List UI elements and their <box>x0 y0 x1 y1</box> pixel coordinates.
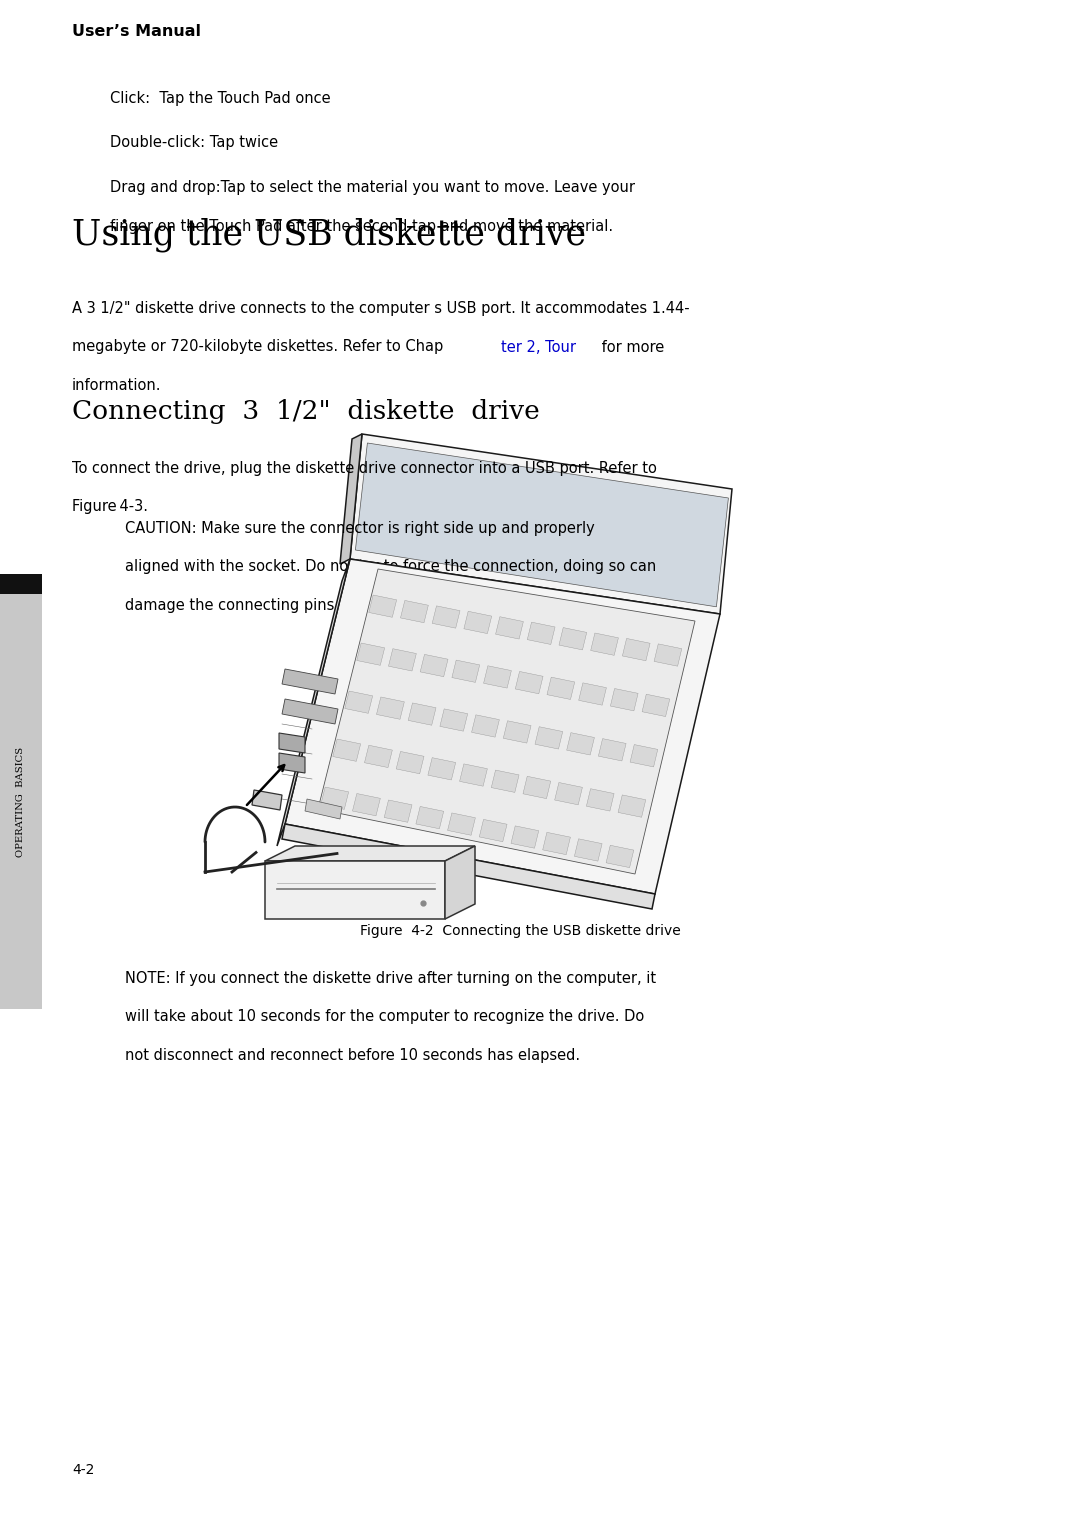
Polygon shape <box>491 771 519 792</box>
Polygon shape <box>445 846 475 919</box>
Text: Drag and drop:Tap to select the material you want to move. Leave your: Drag and drop:Tap to select the material… <box>110 180 635 196</box>
Polygon shape <box>542 832 570 855</box>
Polygon shape <box>480 820 507 842</box>
Polygon shape <box>496 616 524 639</box>
Polygon shape <box>503 720 531 743</box>
Polygon shape <box>622 639 650 661</box>
Polygon shape <box>472 716 499 737</box>
Polygon shape <box>555 783 582 804</box>
Polygon shape <box>618 795 646 818</box>
Polygon shape <box>408 703 436 725</box>
Text: megabyte or 720-kilobyte diskettes. Refer to Chap: megabyte or 720-kilobyte diskettes. Refe… <box>72 339 443 355</box>
Text: Figure  4-2  Connecting the USB diskette drive: Figure 4-2 Connecting the USB diskette d… <box>360 924 680 937</box>
Text: CAUTION: Make sure the connector is right side up and properly: CAUTION: Make sure the connector is righ… <box>125 521 595 537</box>
Polygon shape <box>606 846 634 867</box>
Text: ter 2, Tour: ter 2, Tour <box>501 339 576 355</box>
Polygon shape <box>523 777 551 798</box>
Polygon shape <box>279 752 305 774</box>
Polygon shape <box>643 694 670 717</box>
Text: damage the connecting pins.: damage the connecting pins. <box>125 598 339 613</box>
Polygon shape <box>384 800 411 823</box>
Polygon shape <box>396 751 424 774</box>
Polygon shape <box>282 699 338 725</box>
Polygon shape <box>546 677 575 699</box>
Text: finger on the Touch Pad after the second tap and move the material.: finger on the Touch Pad after the second… <box>110 219 613 234</box>
Polygon shape <box>630 745 658 768</box>
Polygon shape <box>515 671 543 694</box>
Polygon shape <box>575 839 602 861</box>
Polygon shape <box>460 764 487 786</box>
Polygon shape <box>389 648 416 671</box>
Polygon shape <box>579 683 606 705</box>
Polygon shape <box>352 794 380 816</box>
Polygon shape <box>356 644 384 665</box>
Text: OPERATING  BASICS: OPERATING BASICS <box>16 746 26 856</box>
Polygon shape <box>535 726 563 749</box>
Polygon shape <box>559 627 586 650</box>
Polygon shape <box>591 633 619 656</box>
FancyBboxPatch shape <box>0 573 42 593</box>
Polygon shape <box>440 709 468 731</box>
Text: Click:  Tap the Touch Pad once: Click: Tap the Touch Pad once <box>110 92 330 106</box>
Polygon shape <box>610 688 638 711</box>
Polygon shape <box>451 661 480 682</box>
Polygon shape <box>364 745 392 768</box>
Text: To connect the drive, plug the diskette drive connector into a USB port. Refer t: To connect the drive, plug the diskette … <box>72 462 657 476</box>
Text: not disconnect and reconnect before 10 seconds has elapsed.: not disconnect and reconnect before 10 s… <box>125 1047 580 1063</box>
Polygon shape <box>567 732 594 755</box>
Polygon shape <box>527 622 555 644</box>
Text: Connecting  3  1/2"  diskette  drive: Connecting 3 1/2" diskette drive <box>72 399 540 424</box>
Text: A 3 1/2" diskette drive connects to the computer s USB port. It accommodates 1.4: A 3 1/2" diskette drive connects to the … <box>72 301 690 317</box>
Polygon shape <box>305 800 342 820</box>
Polygon shape <box>350 434 732 615</box>
Polygon shape <box>321 787 349 809</box>
Polygon shape <box>340 434 362 564</box>
Polygon shape <box>420 654 448 677</box>
Polygon shape <box>432 605 460 628</box>
Polygon shape <box>355 443 728 607</box>
Polygon shape <box>282 824 654 910</box>
Polygon shape <box>265 861 445 919</box>
Polygon shape <box>401 601 429 622</box>
Polygon shape <box>464 612 491 633</box>
Polygon shape <box>377 697 404 719</box>
Polygon shape <box>333 739 361 761</box>
Polygon shape <box>447 813 475 835</box>
Text: will take about 10 seconds for the computer to recognize the drive. Do: will take about 10 seconds for the compu… <box>125 1009 645 1024</box>
Polygon shape <box>345 691 373 714</box>
Text: NOTE: If you connect the diskette drive after turning on the computer, it: NOTE: If you connect the diskette drive … <box>125 971 657 986</box>
Polygon shape <box>276 560 350 846</box>
Polygon shape <box>318 569 696 875</box>
Text: for more: for more <box>597 339 664 355</box>
Polygon shape <box>654 644 681 667</box>
Polygon shape <box>252 790 282 810</box>
Text: Figure 4-3.: Figure 4-3. <box>72 500 148 514</box>
Polygon shape <box>279 732 305 752</box>
Polygon shape <box>598 739 626 761</box>
Polygon shape <box>484 665 511 688</box>
FancyBboxPatch shape <box>0 593 42 1009</box>
Polygon shape <box>368 595 396 618</box>
Polygon shape <box>428 758 456 780</box>
Text: aligned with the socket. Do not try to force the connection, doing so can: aligned with the socket. Do not try to f… <box>125 560 657 575</box>
Polygon shape <box>416 806 444 829</box>
Text: Using the USB diskette drive: Using the USB diskette drive <box>72 217 586 251</box>
Text: 4-2: 4-2 <box>72 1463 94 1477</box>
Text: User’s Manual: User’s Manual <box>72 24 201 40</box>
Polygon shape <box>285 560 720 894</box>
Polygon shape <box>265 846 475 861</box>
Polygon shape <box>511 826 539 849</box>
Polygon shape <box>282 670 338 694</box>
Polygon shape <box>586 789 615 810</box>
Text: Double-click: Tap twice: Double-click: Tap twice <box>110 136 279 150</box>
Text: information.: information. <box>72 378 162 393</box>
